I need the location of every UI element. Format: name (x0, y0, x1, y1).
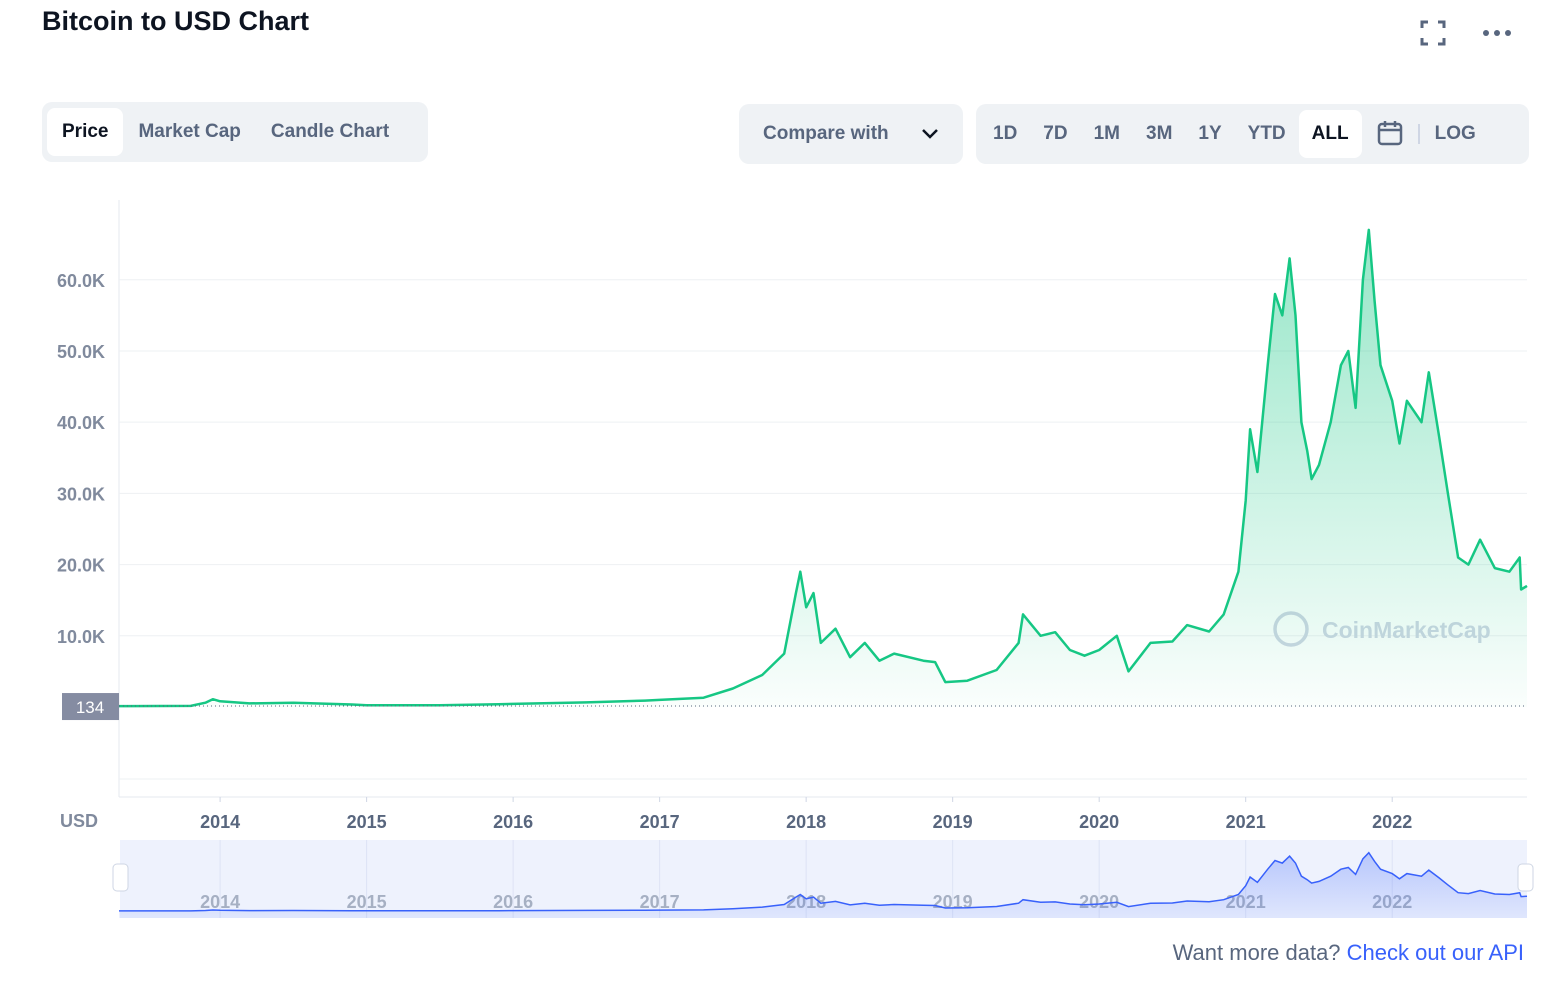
range-button[interactable]: 7D (1043, 123, 1068, 144)
navigator-tick-label: 2017 (640, 892, 680, 912)
compare-label: Compare with (763, 123, 889, 144)
separator (1417, 124, 1420, 144)
x-tick-label: 2021 (1226, 812, 1266, 832)
calendar-icon (1377, 121, 1402, 146)
range-group: 1D 7D 1M 3M 1Y YTD ALL LOG (976, 104, 1529, 164)
page-title: Bitcoin to USD Chart (42, 6, 309, 36)
chart: 10.0K 20.0K 30.0K 40.0K 50.0K 60.0K USD 2014 201… (57, 200, 1534, 918)
x-tick-label: 2017 (640, 812, 680, 832)
range-button[interactable]: ALL (1298, 110, 1362, 158)
range-button[interactable]: 1Y (1198, 123, 1222, 144)
x-tick-label: 2015 (347, 812, 387, 832)
range-button[interactable]: 1D (993, 123, 1018, 144)
log-button[interactable]: LOG (1434, 123, 1476, 144)
fullscreen-icon[interactable] (1420, 20, 1446, 46)
x-tick-label: 2016 (493, 812, 533, 832)
range-button[interactable]: 3M (1146, 123, 1173, 144)
footer: Want more data? Check out our API (1173, 940, 1524, 966)
tab-group: Price Market Cap Candle Chart (42, 102, 428, 162)
navigator-handle[interactable] (1517, 863, 1534, 892)
marker-label: 134 (76, 698, 104, 717)
calendar-button[interactable] (1362, 110, 1418, 158)
navigator-tick-label: 2014 (200, 892, 240, 912)
navigator-handle[interactable] (112, 863, 129, 892)
chevron (922, 129, 938, 139)
more-icon[interactable] (1482, 28, 1512, 38)
x-tick-label: 2020 (1079, 812, 1119, 832)
navigator-area (119, 852, 1527, 918)
tab[interactable]: Candle Chart (270, 121, 390, 142)
y-tick-label: 40.0K (57, 413, 105, 433)
y-tick-label: 60.0K (57, 271, 105, 291)
range-button[interactable]: 1M (1093, 123, 1120, 144)
price-area (119, 229, 1527, 707)
compare-dropdown[interactable]: Compare with (739, 104, 963, 164)
api-link[interactable]: Check out our API (1346, 940, 1524, 965)
tab[interactable]: Price (47, 108, 124, 156)
x-tick-label: 2014 (200, 812, 240, 832)
price-line (118, 228, 1528, 708)
range-button[interactable]: YTD (1247, 123, 1286, 144)
y-axis-label: USD (60, 811, 98, 831)
footer-text: Want more data? (1172, 940, 1341, 965)
navigator-tick-label: 2015 (347, 892, 387, 912)
y-tick-label: 30.0K (57, 484, 105, 504)
y-tick-label: 20.0K (57, 556, 105, 576)
y-tick-label: 50.0K (57, 342, 105, 362)
y-tick-label: 10.0K (57, 627, 105, 647)
navigator-line (119, 851, 1528, 912)
x-tick-label: 2019 (933, 812, 973, 832)
marker-box (62, 693, 119, 721)
navigator-tick-label: 2016 (493, 892, 533, 912)
x-tick-label: 2022 (1372, 812, 1412, 832)
x-tick-label: 2018 (786, 812, 826, 832)
tab[interactable]: Market Cap (138, 121, 241, 142)
